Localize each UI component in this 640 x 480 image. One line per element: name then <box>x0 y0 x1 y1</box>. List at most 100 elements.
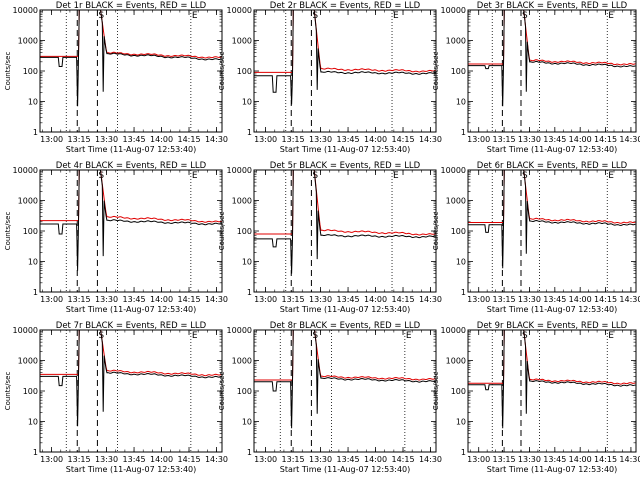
plot-frame <box>467 169 637 293</box>
x-tick-label: 13:15 <box>68 135 91 144</box>
x-tick-label: 14:15 <box>391 455 414 464</box>
x-axis-label: Start Time (11-Aug-07 12:53:40) <box>487 465 618 474</box>
marker-label: E <box>393 11 399 21</box>
y-tick-label: 10000 <box>13 326 38 335</box>
plot-frame <box>467 9 637 133</box>
y-tick-label: 1000 <box>446 197 466 206</box>
y-tick-label: 100 <box>237 227 252 236</box>
x-axis-label: Start Time (11-Aug-07 12:53:40) <box>280 145 411 154</box>
x-tick-label: 13:45 <box>543 295 566 304</box>
marker-label: E <box>393 171 399 181</box>
x-axis-label: Start Time (11-Aug-07 12:53:40) <box>280 305 411 314</box>
marker-label: E <box>192 11 198 21</box>
y-tick-label: 10 <box>242 418 252 427</box>
y-tick-label: 10000 <box>13 6 38 15</box>
y-axis-label: Counts/sec <box>432 212 440 251</box>
y-axis-label: Counts/sec <box>432 52 440 91</box>
x-tick-label: 13:45 <box>337 135 360 144</box>
y-tick-label: 100 <box>451 227 466 236</box>
y-tick-label: 10000 <box>227 326 252 335</box>
x-tick-label: 14:00 <box>364 135 387 144</box>
marker-label: E <box>608 331 614 341</box>
x-tick-label: 13:15 <box>282 135 305 144</box>
panel-title: Det 2r BLACK = Events, RED = LLD <box>270 1 421 11</box>
events-series-line <box>40 170 222 271</box>
marker-label: E <box>608 171 614 181</box>
x-tick-label: 13:45 <box>543 135 566 144</box>
y-tick-label: 1000 <box>232 37 252 46</box>
x-tick-label: 14:15 <box>177 295 200 304</box>
lld-series-line <box>254 10 436 73</box>
y-axis-label: Counts/sec <box>218 52 226 91</box>
marker-label: S <box>522 331 528 341</box>
x-tick-label: 13:30 <box>518 455 541 464</box>
x-tick-label: 13:00 <box>40 135 63 144</box>
x-tick-label: 14:00 <box>150 135 173 144</box>
lld-series-line <box>468 10 636 66</box>
lld-series-line <box>40 10 222 59</box>
x-tick-label: 14:15 <box>177 455 200 464</box>
x-tick-label: 14:00 <box>569 135 592 144</box>
lld-series-line <box>254 170 436 236</box>
y-tick-label: 1 <box>247 448 252 457</box>
panel-title: Det 8r BLACK = Events, RED = LLD <box>270 321 421 331</box>
x-tick-label: 14:00 <box>364 455 387 464</box>
x-tick-label: 13:45 <box>123 135 146 144</box>
x-axis-label: Start Time (11-Aug-07 12:53:40) <box>66 305 197 314</box>
y-axis-label: Counts/sec <box>218 212 226 251</box>
y-tick-label: 10 <box>28 258 38 267</box>
x-tick-label: 13:30 <box>309 295 332 304</box>
x-tick-label: 13:30 <box>518 135 541 144</box>
y-tick-label: 10 <box>242 258 252 267</box>
plot-frame <box>39 9 223 133</box>
x-tick-label: 14:30 <box>619 455 640 464</box>
y-tick-label: 100 <box>23 67 38 76</box>
x-tick-label: 14:00 <box>569 295 592 304</box>
x-axis-label: Start Time (11-Aug-07 12:53:40) <box>487 145 618 154</box>
y-tick-label: 100 <box>451 387 466 396</box>
events-series-line <box>254 10 436 105</box>
events-series-line <box>254 330 436 429</box>
x-tick-label: 13:30 <box>518 295 541 304</box>
x-tick-label: 13:15 <box>282 295 305 304</box>
y-tick-label: 100 <box>451 67 466 76</box>
events-series-line <box>468 170 636 269</box>
panel-title: Det 1r BLACK = Events, RED = LLD <box>56 1 207 11</box>
x-tick-label: 14:30 <box>619 135 640 144</box>
events-series-line <box>468 330 636 429</box>
x-tick-label: 13:00 <box>254 455 277 464</box>
x-tick-label: 14:00 <box>364 295 387 304</box>
y-tick-label: 1000 <box>18 197 38 206</box>
y-tick-label: 1 <box>247 128 252 137</box>
marker-label: E <box>608 11 614 21</box>
panel-title: Det 6r BLACK = Events, RED = LLD <box>477 161 628 171</box>
x-tick-label: 13:45 <box>337 455 360 464</box>
x-tick-label: 13:00 <box>40 295 63 304</box>
y-tick-label: 10 <box>28 98 38 107</box>
marker-label: E <box>192 171 198 181</box>
y-axis-label: Counts/sec <box>4 372 12 411</box>
chart-panel: Det 1r BLACK = Events, RED = LLD Counts/s… <box>4 1 228 154</box>
x-tick-label: 13:00 <box>254 295 277 304</box>
x-tick-label: 13:30 <box>95 295 118 304</box>
chart-panel: Det 5r BLACK = Events, RED = LLD Counts/s… <box>218 161 442 314</box>
plot-frame <box>253 329 437 453</box>
marker-label: E <box>192 331 198 341</box>
chart-panel: Det 8r BLACK = Events, RED = LLD Counts/s… <box>218 321 442 474</box>
x-tick-label: 13:15 <box>493 295 516 304</box>
lld-series-line <box>468 330 636 385</box>
x-tick-label: 13:15 <box>493 455 516 464</box>
marker-label: S <box>522 171 528 181</box>
x-tick-label: 14:30 <box>419 135 442 144</box>
y-tick-label: 1000 <box>232 357 252 366</box>
x-tick-label: 13:45 <box>337 295 360 304</box>
x-tick-label: 13:15 <box>493 135 516 144</box>
y-tick-label: 1 <box>33 128 38 137</box>
y-tick-label: 100 <box>237 387 252 396</box>
y-tick-label: 10 <box>456 418 466 427</box>
y-tick-label: 1 <box>247 288 252 297</box>
x-tick-label: 13:00 <box>467 455 490 464</box>
x-tick-label: 14:30 <box>205 455 228 464</box>
y-tick-label: 10000 <box>227 6 252 15</box>
